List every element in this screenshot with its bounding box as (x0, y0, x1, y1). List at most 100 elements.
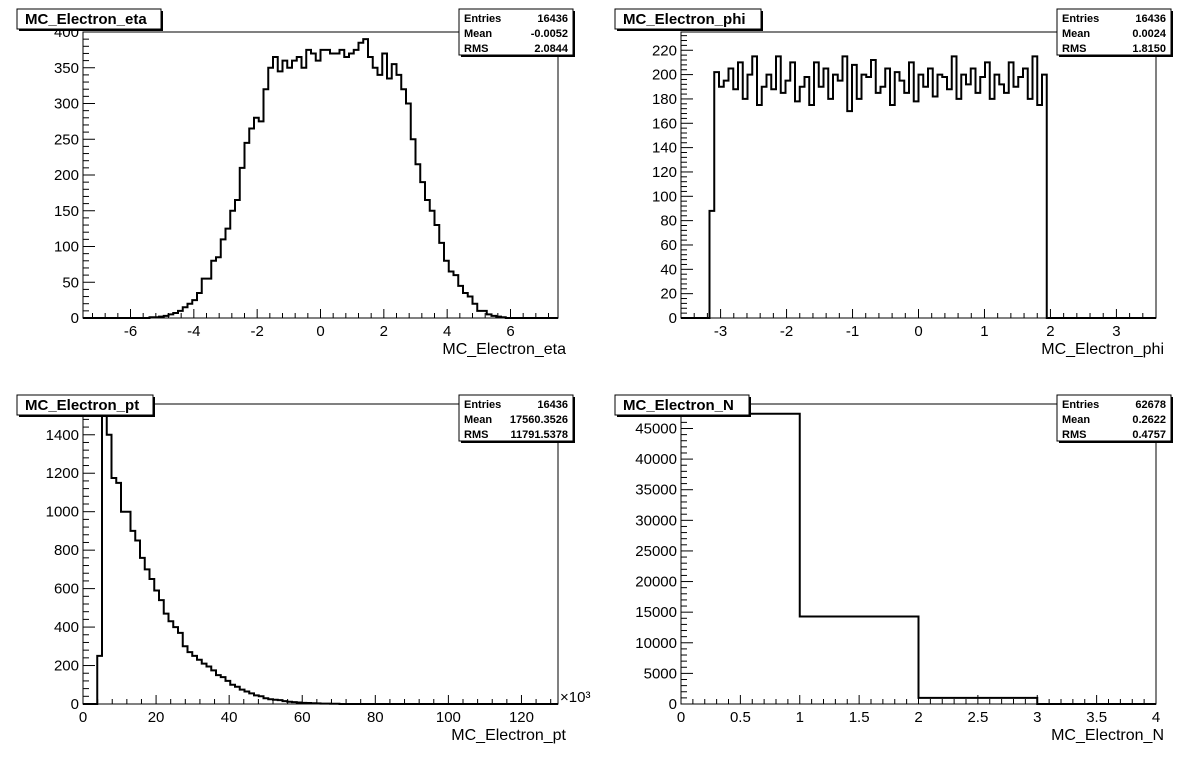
y-tick-label: 60 (660, 237, 677, 254)
y-tick-label: 1200 (46, 465, 79, 482)
x-tick-label: 60 (294, 709, 311, 726)
y-tick-label: 20 (660, 286, 677, 303)
y-tick-label: 80 (660, 213, 677, 230)
histogram-line (83, 38, 558, 319)
histogram-title: MC_Electron_N (623, 397, 734, 414)
title-box (16, 394, 154, 416)
x-tick-label: 2.5 (967, 709, 988, 726)
y-tick-label: 40000 (635, 451, 677, 468)
y-tick-label: 160 (652, 115, 677, 132)
stats-label: Entries (464, 13, 501, 25)
stats-value: 11791.5378 (510, 429, 568, 441)
y-tick-label: 25000 (635, 543, 677, 560)
x-tick-label: 100 (436, 709, 461, 726)
y-tick-label: 40 (660, 261, 677, 278)
x-tick-label: 4 (443, 323, 451, 340)
x-tick-label: 40 (221, 709, 238, 726)
x-tick-label: 0 (914, 323, 922, 340)
y-tick-label: 200 (54, 658, 79, 675)
x-axis-title: MC_Electron_pt (451, 727, 566, 744)
y-tick-label: 0 (71, 310, 79, 327)
stats-label: Mean (464, 28, 492, 40)
plot-frame (82, 403, 559, 705)
stats-box (458, 394, 574, 442)
histogram-pt-canvas: 0 20 40 60 80 100 1200200400600800100012001400… (16, 394, 590, 744)
stats-value: 0.0024 (1132, 28, 1167, 40)
histogram-pad-phi: -3 -2 -1 0 1 2 3 0 20 40 60 80 100 120 140 160 180 200 220… (598, 0, 1196, 386)
histogram-n-canvas: 0 0.5 1 1.5 2 2.5 3 3.5 4 0 5000 10000 15000 20000 250… (614, 394, 1173, 744)
histogram-eta-canvas: -6 -4 -2 0 2 4 6050100150200250300350400MC_Ele… (16, 8, 575, 358)
y-tick-label: 50 (62, 274, 79, 291)
x-tick-label: -2 (780, 323, 793, 340)
stats-value: 1.8150 (1132, 43, 1166, 55)
x-tick-label: 0 (79, 709, 87, 726)
y-tick-label: 600 (54, 581, 79, 598)
y-tick-label: 140 (652, 140, 677, 157)
title-box (16, 8, 162, 30)
y-tick-label: 100 (54, 239, 79, 256)
histogram-pad-n: 0 0.5 1 1.5 2 2.5 3 3.5 4 0 5000 10000 15000 20000 250… (598, 386, 1196, 772)
stats-label: Mean (1062, 28, 1090, 40)
y-tick-label: 800 (54, 542, 79, 559)
stats-label: Entries (1062, 13, 1099, 25)
y-tick-label: 180 (652, 91, 677, 108)
y-tick-label: 400 (54, 619, 79, 636)
y-tick-label: 45000 (635, 420, 677, 437)
x-tick-label: 3 (1033, 709, 1041, 726)
stats-value: 16436 (1135, 13, 1166, 25)
y-tick-label: 120 (652, 164, 677, 181)
x-tick-label: -4 (187, 323, 200, 340)
stats-label: RMS (1062, 43, 1086, 55)
x-axis-multiplier: ×10³ (560, 689, 590, 706)
stats-label: Entries (1062, 399, 1099, 411)
y-tick-label: 1400 (46, 427, 79, 444)
stats-value: 0.2622 (1132, 414, 1166, 426)
plot-frame (82, 31, 559, 319)
x-tick-label: -2 (250, 323, 263, 340)
x-tick-label: 0 (316, 323, 324, 340)
x-tick-label: -1 (846, 323, 859, 340)
stats-label: RMS (1062, 429, 1086, 441)
y-tick-label: 300 (54, 96, 79, 113)
y-tick-label: 350 (54, 60, 79, 77)
stats-box (1056, 8, 1172, 56)
stats-box (1056, 394, 1172, 442)
x-tick-label: -3 (714, 323, 727, 340)
x-tick-label: 0 (677, 709, 685, 726)
stats-value: 16436 (537, 399, 568, 411)
x-tick-label: 120 (509, 709, 534, 726)
y-tick-label: 100 (652, 188, 677, 205)
y-tick-label: 35000 (635, 482, 677, 499)
stats-value: 2.0844 (534, 43, 569, 55)
histogram-phi-canvas: -3 -2 -1 0 1 2 3 0 20 40 60 80 100 120 140 160 180 200 220… (614, 8, 1173, 358)
y-tick-label: 0 (669, 696, 677, 713)
stats-value: 62678 (1135, 399, 1166, 411)
histogram-pad-eta: -6 -4 -2 0 2 4 6 0 50 100 150 200 250 300 350 400 MC_Ele… (0, 0, 598, 386)
x-axis-title: MC_Electron_eta (442, 341, 566, 358)
stats-value: 17560.3526 (510, 414, 568, 426)
x-axis-title: MC_Electron_N (1051, 727, 1164, 744)
x-tick-label: 80 (367, 709, 384, 726)
y-tick-label: 0 (669, 310, 677, 327)
stats-value: 16436 (537, 13, 568, 25)
y-tick-label: 200 (54, 167, 79, 184)
x-tick-label: 2 (914, 709, 922, 726)
histogram-line (83, 409, 558, 705)
y-tick-label: 250 (54, 131, 79, 148)
y-tick-label: 200 (652, 67, 677, 84)
x-tick-label: -6 (124, 323, 137, 340)
title-box (614, 394, 750, 416)
y-tick-label: 20000 (635, 574, 677, 591)
x-tick-label: 0.5 (730, 709, 751, 726)
histogram-line (681, 412, 1156, 705)
y-tick-label: 5000 (644, 665, 677, 682)
x-tick-label: 20 (148, 709, 165, 726)
x-tick-label: 1 (980, 323, 988, 340)
stats-label: Mean (464, 414, 492, 426)
histogram-title: MC_Electron_phi (623, 11, 746, 28)
x-tick-label: 4 (1152, 709, 1160, 726)
x-tick-label: 6 (506, 323, 514, 340)
stats-box (458, 8, 574, 56)
stats-value: -0.0052 (531, 28, 568, 40)
histogram-line (681, 55, 1156, 319)
